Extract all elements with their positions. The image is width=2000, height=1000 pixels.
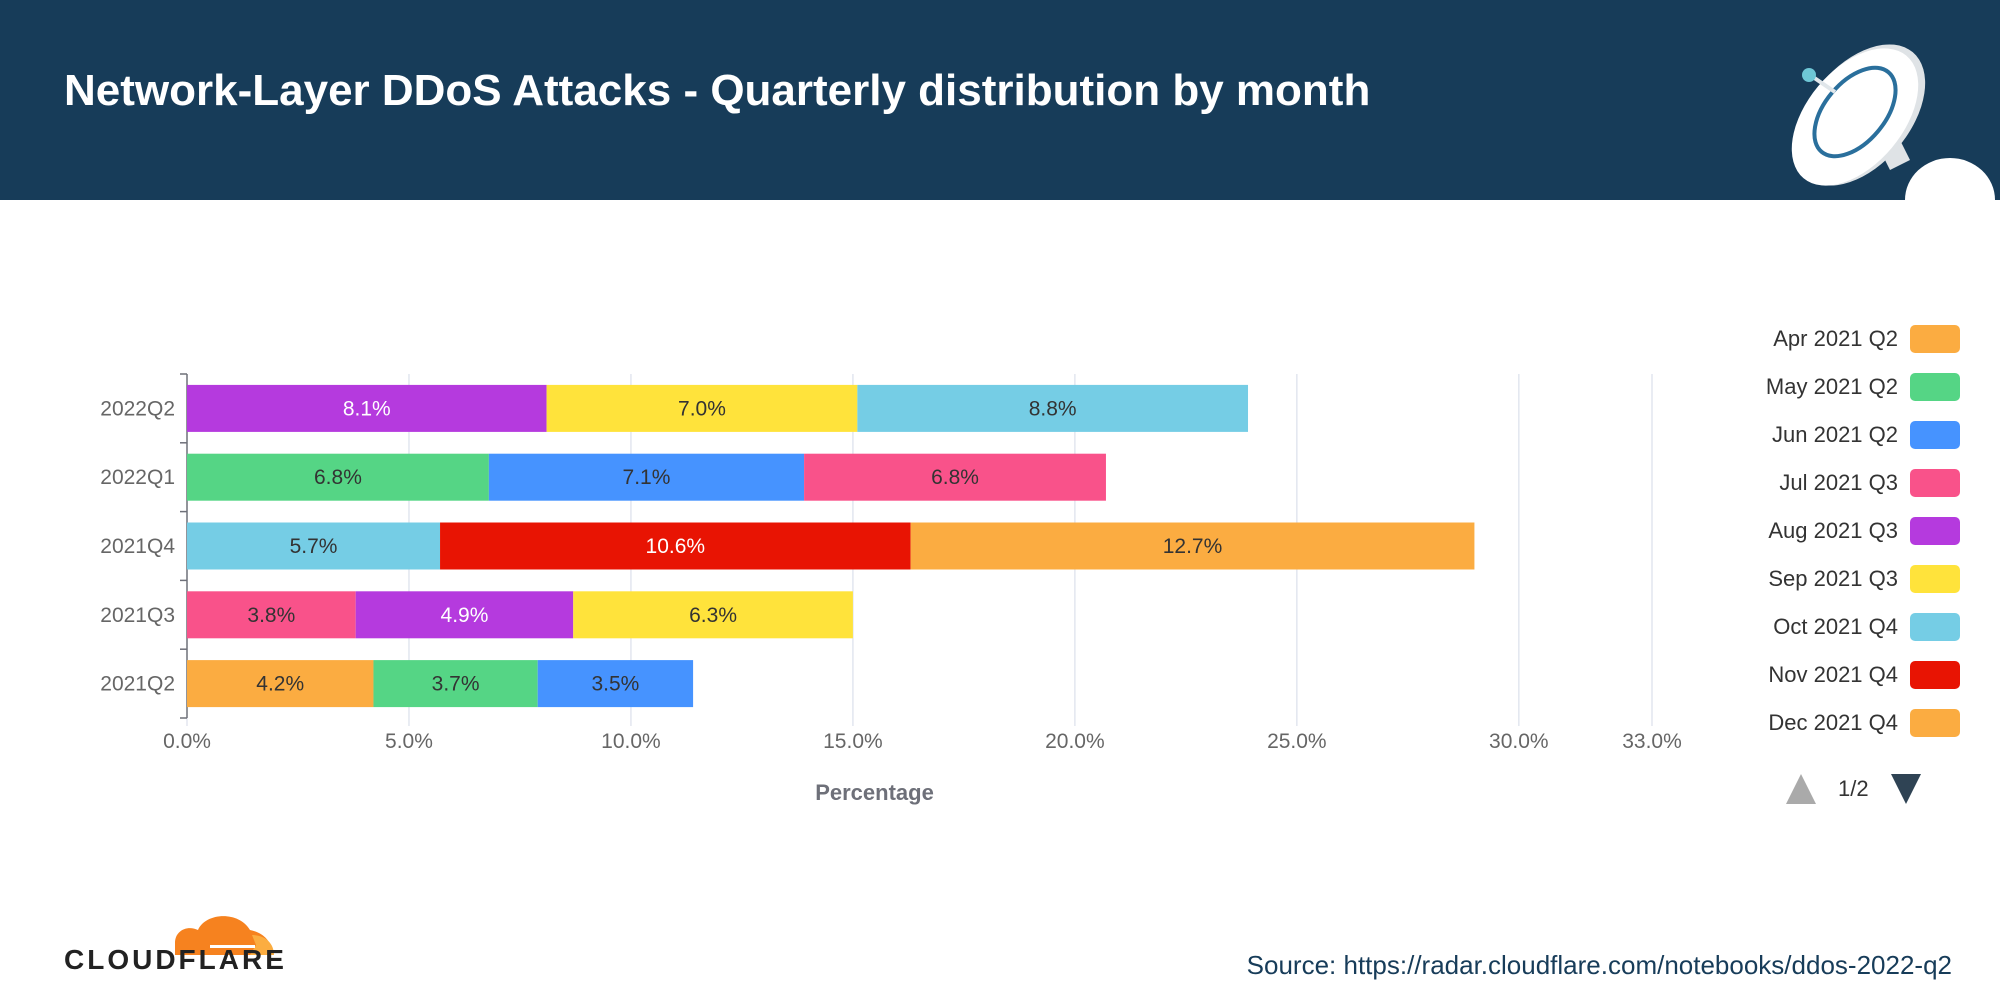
legend-label: Jul 2021 Q3 (1779, 470, 1898, 495)
x-tick-label: 33.0% (1622, 730, 1682, 753)
legend-label: Aug 2021 Q3 (1768, 518, 1898, 543)
data-label: 3.8% (247, 604, 295, 627)
bar-segment (857, 384, 1249, 432)
y-category-label: 2021Q2 (100, 673, 175, 696)
legend-item[interactable]: Apr 2021 Q2 (1773, 315, 1960, 363)
cloudflare-logo (175, 916, 274, 955)
bar-segment (537, 660, 694, 708)
x-tick-label: 15.0% (823, 730, 883, 753)
legend-item[interactable]: Dec 2021 Q4 (1768, 699, 1960, 747)
data-label: 10.6% (646, 535, 706, 558)
legend-swatch (1910, 613, 1960, 641)
legend-label: Sep 2021 Q3 (1768, 566, 1898, 591)
source-citation: Source: https://radar.cloudflare.com/not… (1246, 950, 1952, 980)
y-category-label: 2021Q4 (100, 535, 175, 558)
bar-segment (488, 453, 805, 501)
legend-swatch (1910, 325, 1960, 353)
x-tick-label: 30.0% (1489, 730, 1549, 753)
bar-segment (910, 522, 1475, 570)
legend-label: Apr 2021 Q2 (1773, 326, 1898, 351)
x-tick-label: 25.0% (1267, 730, 1327, 753)
cloudflare-logo-text: CLOUDFLARE (64, 944, 287, 975)
legend-label: Nov 2021 Q4 (1768, 662, 1898, 687)
legend-page-indicator: 1/2 (1838, 776, 1869, 801)
legend-item[interactable]: Nov 2021 Q4 (1768, 651, 1960, 699)
legend-item[interactable]: Oct 2021 Q4 (1773, 603, 1960, 651)
legend-swatch (1910, 517, 1960, 545)
bar-segment (187, 453, 489, 501)
bar-segment (804, 453, 1106, 501)
legend-swatch (1910, 421, 1960, 449)
x-axis-title: Percentage (815, 780, 934, 805)
legend-swatch (1910, 373, 1960, 401)
legend-item[interactable]: Sep 2021 Q3 (1768, 555, 1960, 603)
data-label: 8.8% (1029, 397, 1077, 420)
legend-label: Dec 2021 Q4 (1768, 710, 1898, 735)
data-label: 5.7% (290, 535, 338, 558)
legend-next-page-icon[interactable] (1890, 774, 1921, 804)
legend-swatch (1910, 565, 1960, 593)
x-tick-label: 5.0% (385, 730, 433, 753)
legend-swatch (1910, 709, 1960, 737)
bar-segment (187, 660, 374, 708)
bar-segment (573, 591, 853, 639)
y-category-label: 2022Q2 (100, 397, 175, 420)
legend-prev-page-icon[interactable] (1786, 774, 1816, 804)
y-category-label: 2022Q1 (100, 466, 175, 489)
bar-segment (187, 591, 356, 639)
satellite-dish-icon (1791, 44, 1995, 200)
legend-label: Oct 2021 Q4 (1773, 614, 1898, 639)
data-label: 4.9% (441, 604, 489, 627)
data-label: 3.5% (591, 673, 639, 696)
legend-swatch (1910, 469, 1960, 497)
legend-label: Jun 2021 Q2 (1772, 422, 1898, 447)
x-tick-label: 0.0% (163, 730, 211, 753)
bar-segment (440, 522, 911, 570)
y-category-label: 2021Q3 (100, 604, 175, 627)
data-label: 6.8% (931, 466, 979, 489)
legend-label: May 2021 Q2 (1765, 374, 1898, 399)
chart-title: Network-Layer DDoS Attacks - Quarterly d… (64, 66, 1371, 115)
data-label: 12.7% (1163, 535, 1223, 558)
data-label: 3.7% (432, 673, 480, 696)
data-label: 4.2% (256, 673, 304, 696)
legend-item[interactable]: Aug 2021 Q3 (1768, 507, 1960, 555)
data-label: 6.8% (314, 466, 362, 489)
x-tick-label: 10.0% (601, 730, 661, 753)
bar-segment (546, 384, 858, 432)
legend-pager: 1/2 (1786, 774, 1921, 804)
bar-segment (355, 591, 574, 639)
bar-segment (187, 384, 547, 432)
data-label: 6.3% (689, 604, 737, 627)
x-tick-label: 20.0% (1045, 730, 1105, 753)
legend-swatch (1910, 661, 1960, 689)
legend-item[interactable]: Jun 2021 Q2 (1772, 411, 1960, 459)
data-label: 7.1% (623, 466, 671, 489)
bar-segment (373, 660, 538, 708)
legend-item[interactable]: May 2021 Q2 (1766, 363, 1960, 411)
header-banner: Network-Layer DDoS Attacks - Quarterly d… (0, 0, 2000, 200)
legend-item[interactable]: Jul 2021 Q3 (1779, 459, 1960, 507)
data-label: 7.0% (678, 397, 726, 420)
data-label: 8.1% (343, 397, 391, 420)
bar-segment (187, 522, 441, 570)
